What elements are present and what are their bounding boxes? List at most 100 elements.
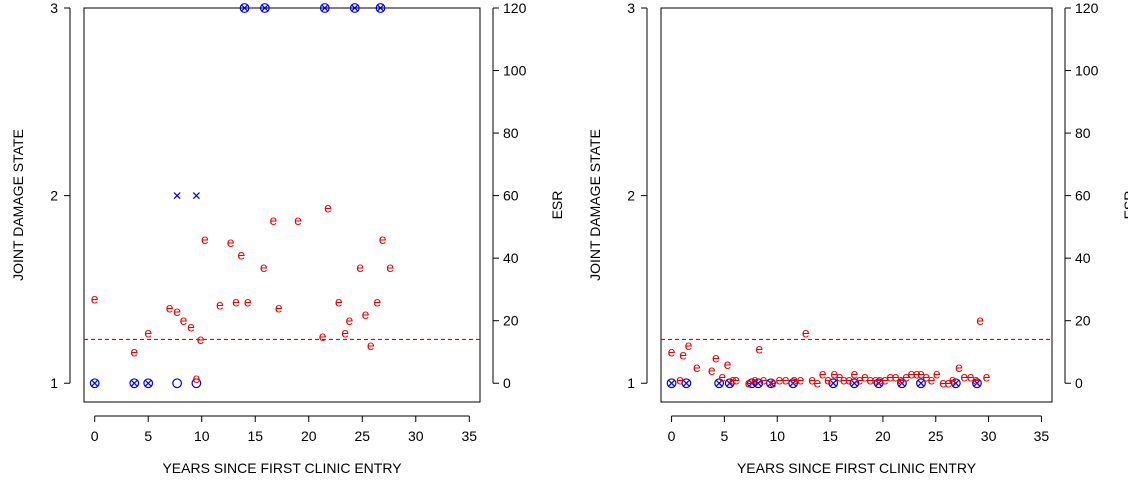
x-tick-label: 0	[668, 428, 676, 444]
damage-state-point	[668, 379, 676, 387]
damage-state-point	[875, 379, 883, 387]
esr-point: e	[745, 375, 753, 391]
x-tick-label: 35	[1034, 428, 1050, 444]
damage-state-point	[259, 3, 270, 13]
esr-point: e	[908, 365, 916, 381]
x-tick-label: 25	[354, 428, 370, 444]
damage-state-point	[143, 378, 154, 389]
esr-point: e	[324, 200, 332, 216]
esr-point: e	[718, 368, 726, 384]
esr-point: e	[976, 312, 984, 328]
esr-point: e	[949, 372, 957, 388]
esr-point: e	[356, 259, 364, 275]
esr-point: e	[275, 300, 283, 316]
esr-point: e	[797, 372, 805, 388]
esr-point: e	[824, 372, 832, 388]
x-tick-label: 20	[301, 428, 317, 444]
esr-point: e	[270, 212, 278, 228]
damage-state-point	[319, 3, 330, 13]
esr-point: e	[922, 368, 930, 384]
esr-point: e	[166, 300, 174, 316]
x-tick-label: 5	[144, 428, 152, 444]
y-right-axis-label: ESR	[549, 191, 565, 220]
damage-state-point	[917, 379, 925, 387]
esr-point: e	[861, 368, 869, 384]
esr-point: e	[886, 368, 894, 384]
esr-point: e	[881, 372, 889, 388]
esr-point: e	[201, 231, 209, 247]
esr-point: e	[693, 359, 701, 375]
damage-state-point	[191, 378, 202, 389]
damage-state-point	[682, 379, 690, 387]
damage-state-point	[724, 378, 735, 389]
esr-point: e	[216, 297, 224, 313]
esr-point: e	[708, 362, 716, 378]
damage-state-point	[950, 378, 961, 389]
esr-point: e	[836, 368, 844, 384]
esr-point: e	[850, 365, 858, 381]
esr-point: e	[917, 365, 925, 381]
damage-state-point	[788, 378, 798, 389]
esr-point: e	[346, 312, 354, 328]
y-right-tick-label: 40	[1075, 250, 1091, 266]
esr-point: e	[676, 372, 684, 388]
y-right-axis-label: ESR	[1121, 191, 1128, 220]
esr-point: e	[955, 359, 963, 375]
esr-point: e	[933, 365, 941, 381]
esr-point: e	[819, 365, 827, 381]
esr-point: e	[294, 212, 302, 228]
esr-point: e	[319, 328, 327, 344]
damage-state-point	[767, 379, 775, 387]
esr-point: e	[856, 372, 864, 388]
y-right-tick-label: 60	[1075, 188, 1091, 204]
y-right-tick-label: 0	[503, 375, 511, 391]
x-tick-label: 15	[247, 428, 263, 444]
y-left-tick-label: 2	[50, 188, 58, 204]
esr-point: e	[808, 372, 816, 388]
x-tick-label: 15	[822, 428, 838, 444]
esr-point: e	[192, 370, 200, 386]
esr-point: e	[983, 368, 991, 384]
damage-state-point	[789, 379, 797, 387]
damage-state-point	[192, 192, 200, 200]
esr-point: e	[802, 325, 810, 341]
damage-state-point	[376, 4, 384, 12]
damage-state-point	[715, 379, 723, 387]
y-left-tick-label: 1	[50, 375, 58, 391]
esr-point: e	[729, 372, 737, 388]
esr-point: e	[960, 368, 968, 384]
damage-state-point	[681, 378, 692, 389]
esr-point: e	[91, 290, 99, 306]
y-right-tick-label: 60	[503, 188, 519, 204]
esr-point: e	[866, 372, 874, 388]
damage-state-point	[754, 379, 762, 387]
esr-point: e	[775, 372, 783, 388]
damage-state-point	[916, 378, 926, 389]
esr-point: e	[913, 365, 921, 381]
x-tick-label: 10	[769, 428, 785, 444]
y-right-tick-label: 80	[1075, 125, 1091, 141]
esr-point: e	[180, 312, 188, 328]
esr-point: e	[755, 340, 763, 356]
esr-point: e	[790, 372, 798, 388]
y-left-tick-label: 3	[50, 0, 58, 16]
esr-point: e	[341, 325, 349, 341]
esr-point: e	[679, 347, 687, 363]
damage-state-point	[129, 378, 140, 389]
x-axis-label: YEARS SINCE FIRST CLINIC ENTRY	[162, 460, 402, 476]
esr-point: e	[685, 337, 693, 353]
damage-state-point	[91, 379, 99, 387]
esr-point: e	[892, 368, 900, 384]
damage-state-point	[89, 378, 100, 389]
esr-point: e	[373, 293, 381, 309]
plot-frame	[83, 7, 481, 403]
y-right-tick-label: 120	[503, 0, 527, 16]
damage-state-point	[873, 378, 884, 389]
y-right-tick-label: 80	[503, 125, 519, 141]
x-tick-label: 5	[721, 428, 729, 444]
esr-point: e	[928, 372, 936, 388]
x-tick-label: 0	[91, 428, 99, 444]
